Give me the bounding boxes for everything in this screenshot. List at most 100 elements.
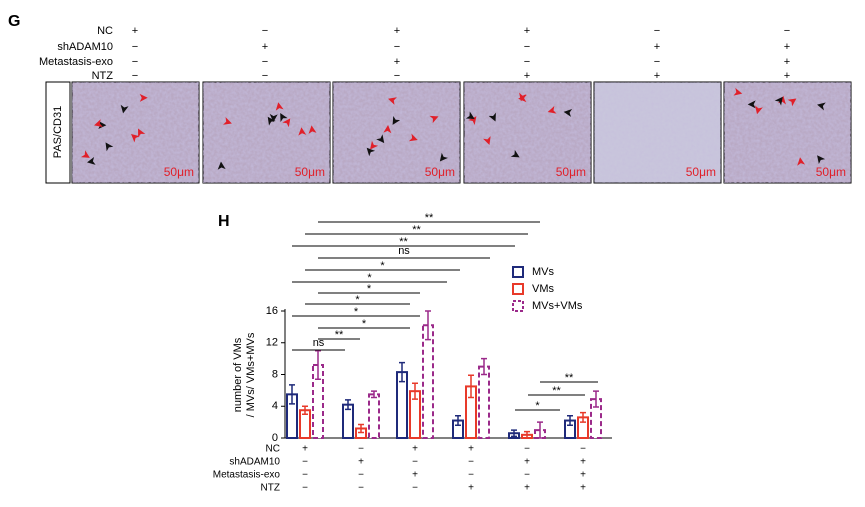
micrograph-texture	[724, 82, 851, 183]
condition-sign: +	[784, 41, 790, 53]
condition-sign: −	[358, 470, 364, 481]
arrowhead	[733, 87, 743, 96]
y-tick-label: 16	[266, 305, 278, 317]
significance-label: *	[367, 283, 372, 295]
condition-sign: +	[524, 25, 530, 37]
condition-sign: −	[262, 56, 268, 68]
y-tick-label: 12	[266, 337, 278, 349]
significance-label: **	[565, 372, 574, 384]
scale-bar-label: 50μm	[425, 165, 455, 179]
condition-sign: −	[654, 56, 660, 68]
condition-sign: −	[654, 25, 660, 37]
significance-label: **	[552, 385, 561, 397]
condition-label: NC	[266, 444, 280, 455]
condition-sign: +	[132, 25, 138, 37]
condition-label: shADAM10	[229, 457, 280, 468]
arrowhead	[547, 105, 557, 114]
error-bar	[358, 423, 364, 434]
arrowhead	[223, 117, 232, 125]
arrowhead	[308, 125, 317, 134]
y-axis-label: / MVs/ VMs+MVs	[245, 332, 257, 417]
condition-sign: −	[412, 457, 418, 468]
arrowhead	[98, 120, 107, 129]
arrowhead	[80, 150, 90, 158]
error-bar	[315, 349, 321, 381]
error-bar	[302, 405, 308, 415]
condition-sign: +	[580, 457, 586, 468]
y-axis-label: number of VMs	[232, 337, 244, 412]
arrowhead	[510, 149, 520, 158]
condition-sign: +	[524, 483, 530, 494]
condition-sign: −	[580, 444, 586, 455]
condition-label: Metastasis-exo	[213, 470, 281, 481]
arrowhead	[519, 92, 527, 102]
arrowhead	[138, 128, 146, 138]
condition-sign: +	[654, 70, 660, 82]
arrowhead	[797, 157, 806, 166]
bar	[368, 393, 380, 439]
condition-sign: +	[394, 56, 400, 68]
arrowhead	[439, 152, 448, 162]
arrowhead	[774, 96, 783, 106]
legend-swatch	[512, 300, 524, 312]
condition-sign: +	[524, 70, 530, 82]
arrowhead	[563, 108, 573, 117]
significance-label: *	[354, 306, 359, 318]
condition-sign: −	[524, 41, 530, 53]
condition-sign: +	[412, 470, 418, 481]
condition-sign: −	[358, 444, 364, 455]
arrowhead	[488, 112, 496, 122]
significance-label: **	[425, 212, 434, 224]
condition-sign: +	[784, 70, 790, 82]
condition-sign: −	[524, 444, 530, 455]
condition-label: shADAM10	[57, 41, 113, 53]
arrowhead	[267, 116, 276, 126]
condition-sign: −	[524, 56, 530, 68]
arrowhead	[275, 102, 284, 111]
significance-label: **	[399, 236, 408, 248]
condition-sign: −	[524, 470, 530, 481]
condition-sign: −	[784, 25, 790, 37]
arrowhead	[282, 118, 291, 128]
condition-sign: −	[132, 41, 138, 53]
scale-bar-label: 50μm	[556, 165, 586, 179]
arrowhead	[465, 111, 475, 119]
error-bar	[289, 384, 295, 405]
condition-label: NTZ	[261, 483, 280, 494]
significance-label: *	[380, 260, 385, 272]
micrograph-texture	[464, 82, 591, 183]
legend-label: MVs	[532, 266, 555, 278]
error-bar	[399, 361, 405, 383]
error-bar	[425, 310, 431, 341]
error-bar	[455, 415, 461, 427]
scale-bar-label: 50μm	[816, 165, 846, 179]
arrowhead	[280, 113, 288, 122]
arrowhead	[755, 105, 763, 115]
bar	[478, 365, 490, 439]
significance-label: ns	[398, 245, 410, 257]
arrowhead	[370, 140, 379, 150]
condition-sign: −	[262, 25, 268, 37]
legend-swatch	[512, 266, 524, 278]
arrowhead	[747, 100, 756, 109]
scale-bar-label: 50μm	[295, 165, 325, 179]
condition-sign: −	[394, 70, 400, 82]
micrograph-texture	[72, 82, 199, 183]
arrowhead	[817, 155, 826, 165]
micrograph-texture	[203, 82, 330, 183]
error-bar	[567, 415, 573, 427]
arrowhead	[131, 134, 140, 143]
condition-sign: −	[412, 483, 418, 494]
error-bar	[511, 429, 517, 438]
condition-sign: −	[358, 483, 364, 494]
micrograph-texture	[333, 82, 460, 183]
error-bar	[468, 374, 474, 399]
condition-sign: −	[468, 470, 474, 481]
significance-label: *	[355, 294, 360, 306]
condition-sign: −	[394, 41, 400, 53]
condition-sign: +	[302, 444, 308, 455]
stain-box	[45, 81, 71, 184]
scale-bar-label: 50μm	[164, 165, 194, 179]
error-bar	[593, 390, 599, 408]
